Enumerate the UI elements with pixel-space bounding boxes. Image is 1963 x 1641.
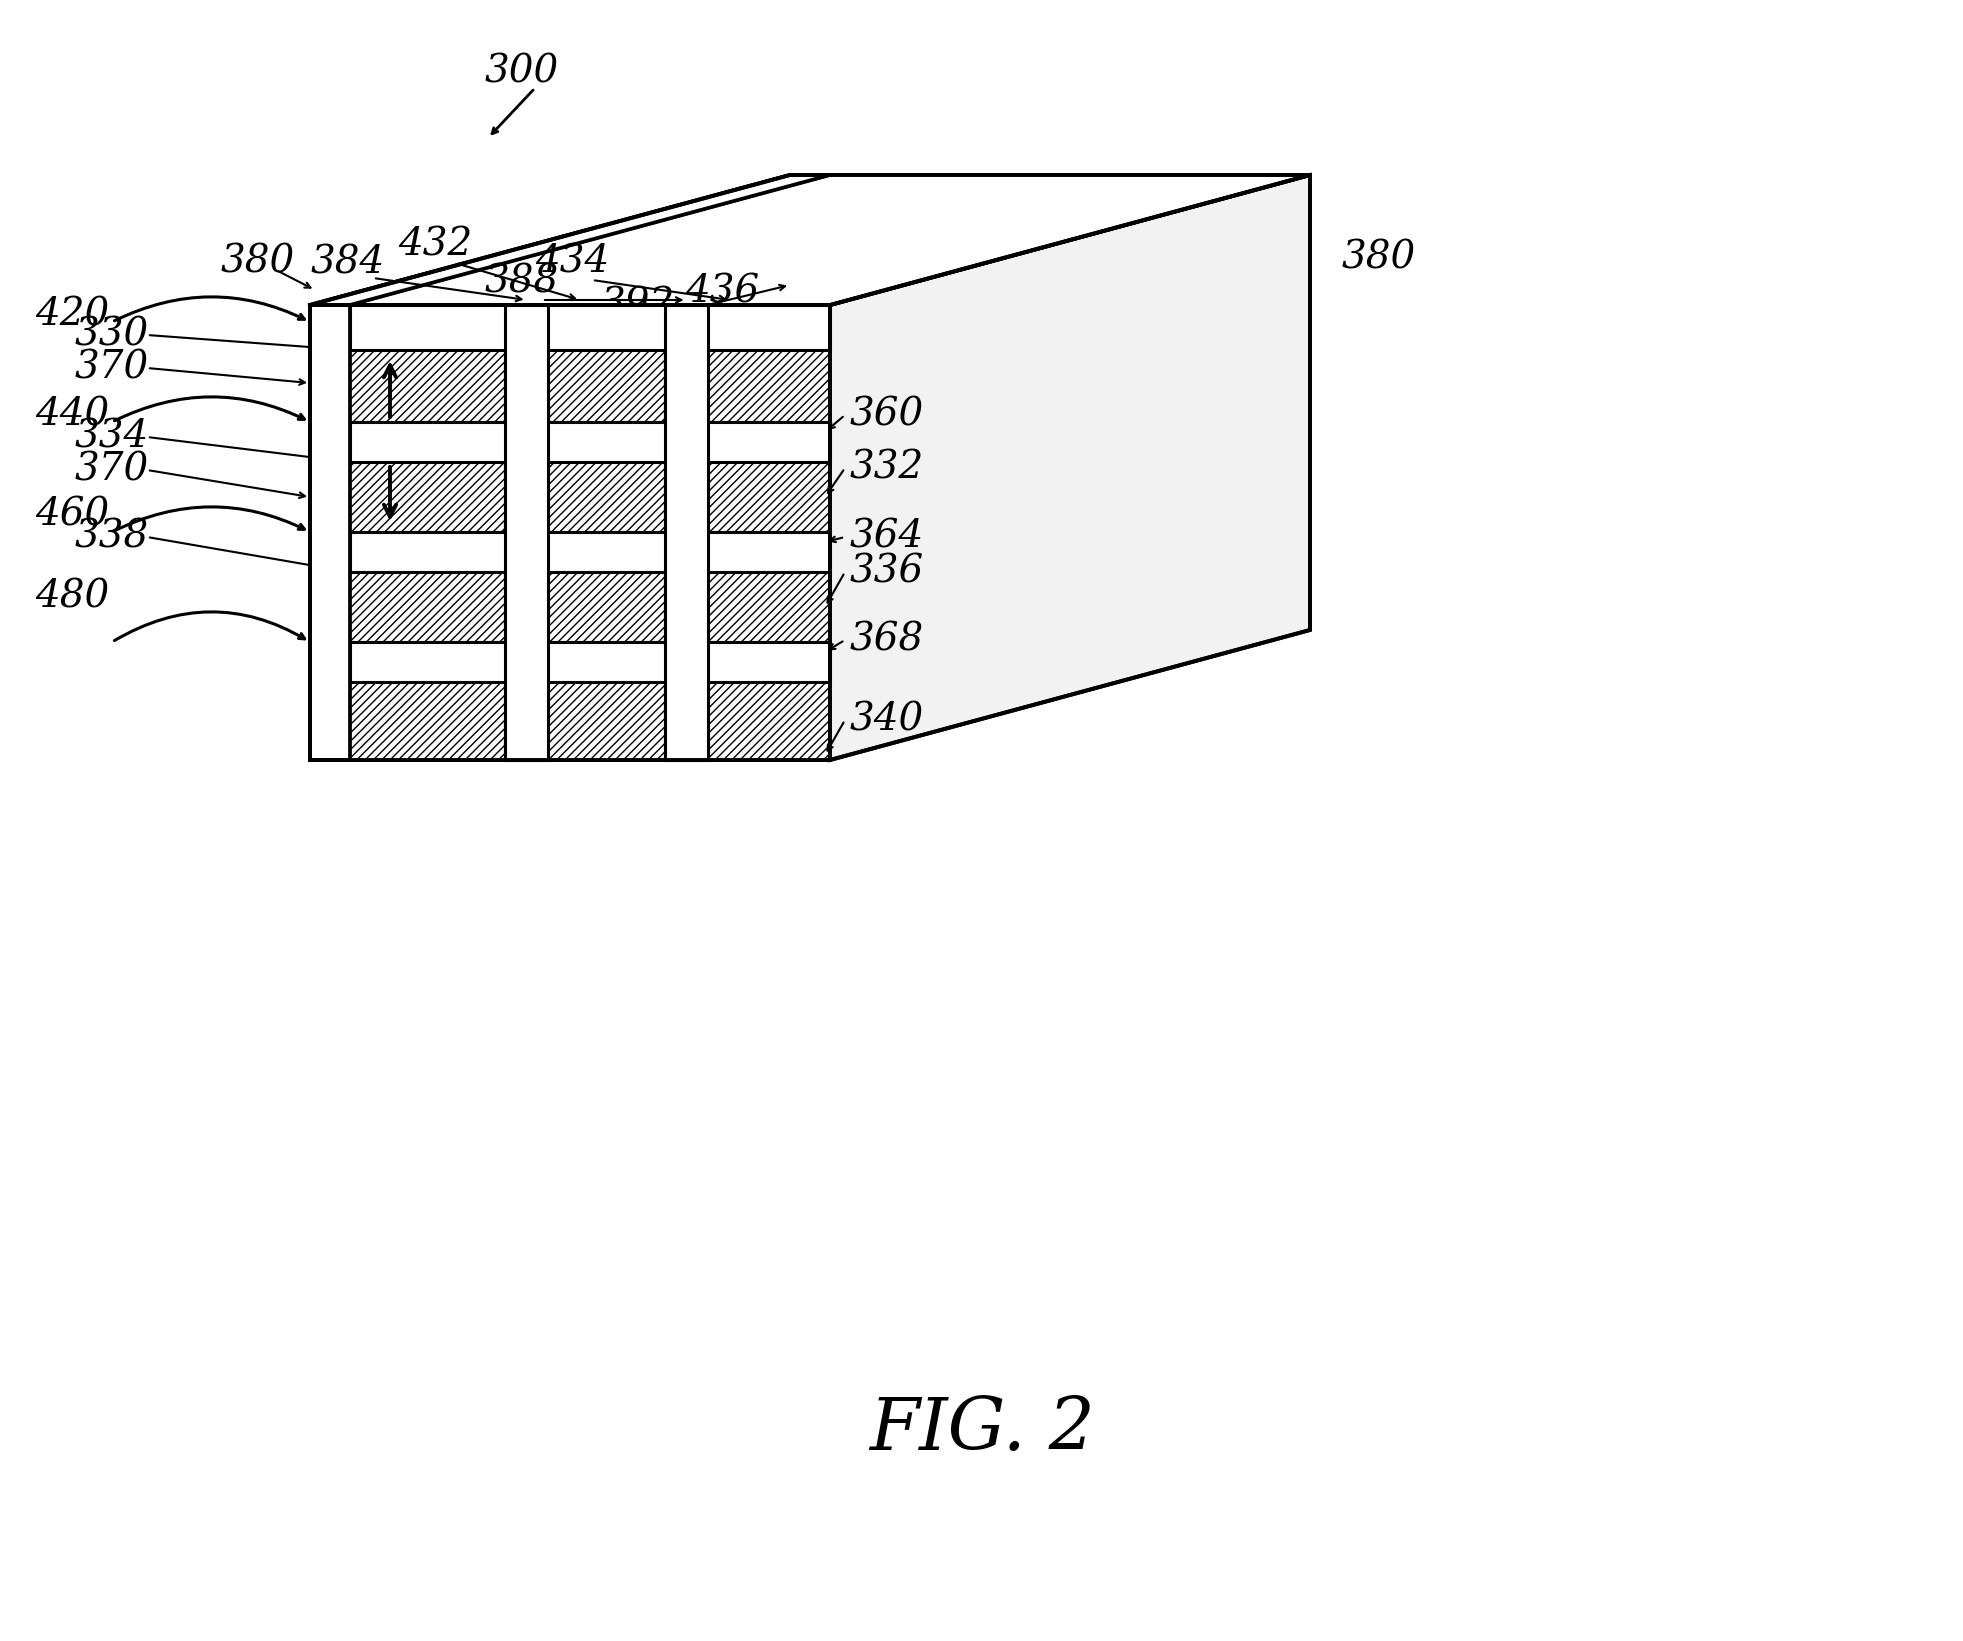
Text: 380: 380: [1343, 240, 1415, 276]
Text: 338: 338: [75, 519, 149, 556]
Bar: [709, 463, 830, 532]
Bar: [548, 463, 665, 532]
Bar: [504, 683, 548, 760]
Bar: [349, 350, 504, 422]
Text: 336: 336: [850, 553, 925, 591]
Bar: [349, 305, 830, 350]
Bar: [709, 573, 830, 642]
Bar: [665, 305, 709, 760]
Bar: [349, 532, 830, 573]
Text: 300: 300: [485, 54, 559, 90]
Bar: [665, 463, 709, 532]
Bar: [349, 642, 830, 683]
Text: 332: 332: [850, 450, 925, 486]
Text: 480: 480: [35, 579, 110, 615]
Polygon shape: [548, 176, 1144, 305]
Text: 434: 434: [534, 243, 609, 281]
Text: 370: 370: [75, 451, 149, 489]
Text: 420: 420: [35, 297, 110, 333]
Text: 388: 388: [485, 264, 559, 300]
Bar: [310, 305, 830, 760]
Text: 340: 340: [850, 701, 925, 738]
Polygon shape: [709, 176, 1309, 305]
Text: 368: 368: [850, 622, 925, 658]
Bar: [548, 350, 665, 422]
Bar: [548, 573, 665, 642]
Bar: [349, 463, 504, 532]
Polygon shape: [349, 176, 985, 305]
Bar: [665, 350, 709, 422]
Bar: [504, 350, 548, 422]
Bar: [504, 463, 548, 532]
Text: 360: 360: [850, 397, 925, 433]
Polygon shape: [830, 176, 1309, 760]
Text: 460: 460: [35, 497, 110, 533]
Bar: [709, 350, 830, 422]
Bar: [665, 573, 709, 642]
Text: 330: 330: [75, 317, 149, 353]
Bar: [548, 683, 665, 760]
Text: 384: 384: [310, 245, 385, 282]
Text: 440: 440: [35, 397, 110, 433]
Polygon shape: [349, 176, 1309, 305]
Text: FIG. 2: FIG. 2: [870, 1395, 1095, 1465]
Polygon shape: [504, 176, 1029, 305]
Text: 436: 436: [685, 274, 760, 310]
Text: 334: 334: [75, 418, 149, 456]
Bar: [349, 683, 504, 760]
Bar: [310, 305, 349, 760]
Text: 380: 380: [222, 243, 294, 281]
Bar: [709, 683, 830, 760]
Bar: [665, 683, 709, 760]
Text: 392: 392: [601, 287, 675, 323]
Text: 370: 370: [75, 350, 149, 387]
Polygon shape: [310, 176, 830, 305]
Bar: [504, 305, 548, 760]
Text: 364: 364: [850, 519, 925, 556]
Text: 432: 432: [398, 226, 473, 264]
Polygon shape: [665, 176, 1188, 305]
Bar: [349, 422, 830, 463]
Bar: [504, 573, 548, 642]
Bar: [349, 573, 504, 642]
Polygon shape: [310, 176, 1309, 305]
